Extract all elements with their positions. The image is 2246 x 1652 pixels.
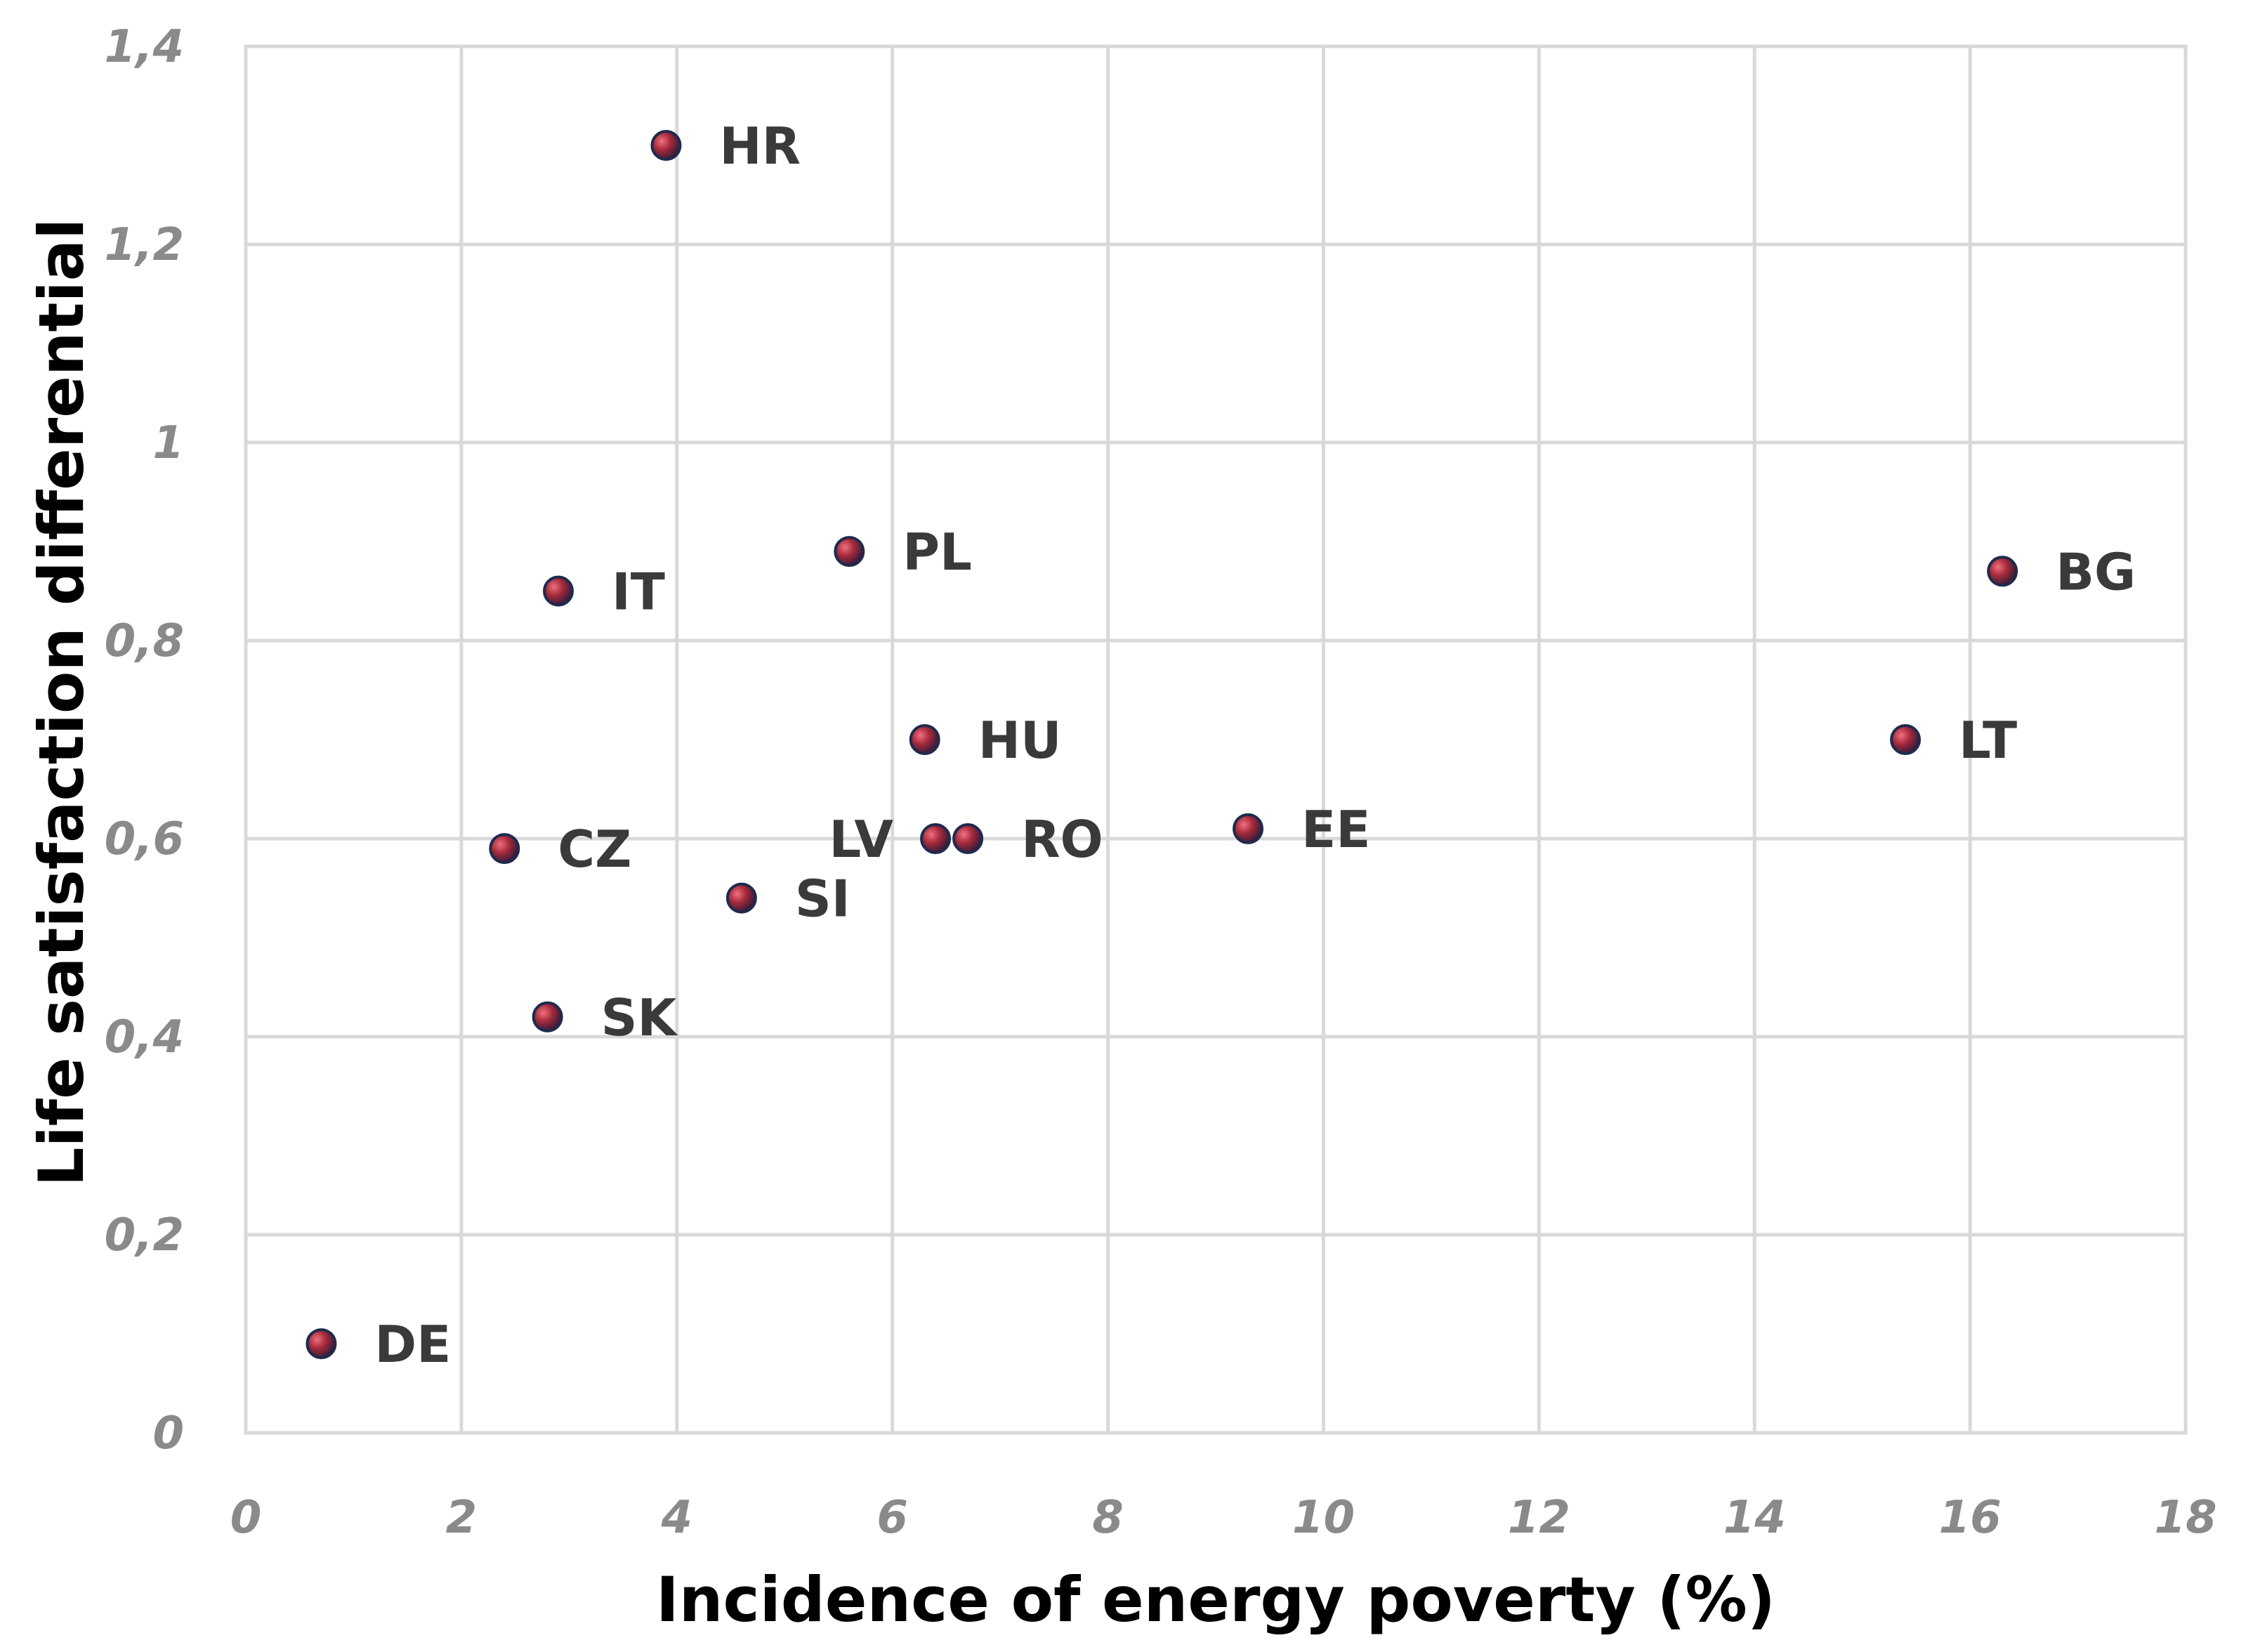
y-tick-label: 1,2: [105, 219, 184, 271]
data-label-hu: HU: [978, 711, 1062, 770]
data-label-lt: LT: [1959, 711, 2017, 770]
data-point-ee: [1233, 813, 1264, 844]
x-axis-ticks: 0 2 4 6 8 10 12 14 16 18: [230, 1492, 2217, 1544]
y-tick-label: 1,4: [105, 21, 184, 73]
x-axis-title: Incidence of energy poverty (%): [656, 1563, 1775, 1636]
y-tick-label: 0,6: [105, 813, 184, 865]
data-point-ro: [952, 823, 984, 854]
data-label-si: SI: [795, 870, 851, 929]
data-point-hu: [909, 724, 940, 755]
data-point-cz: [489, 833, 520, 865]
x-tick-label: 0: [230, 1492, 262, 1544]
plot-frame: [244, 44, 2188, 1435]
data-label-lv: LV: [829, 810, 893, 869]
data-label-ro: RO: [1021, 810, 1103, 869]
data-label-hr: HR: [719, 117, 801, 176]
y-axis-title: Life satisfaction differential: [25, 218, 98, 1187]
y-tick-label: 0,8: [105, 615, 184, 667]
x-tick-label: 18: [2154, 1492, 2217, 1544]
data-points: HR PL IT BG HU LT LV RO EE CZ SI SK DE: [306, 117, 2136, 1374]
y-tick-label: 0,4: [105, 1011, 184, 1063]
data-label-bg: BG: [2056, 542, 2136, 601]
x-tick-label: 8: [1092, 1492, 1124, 1544]
data-point-si: [725, 882, 757, 914]
data-label-ee: EE: [1301, 800, 1370, 859]
data-point-lv: [920, 823, 952, 854]
data-point-hr: [650, 130, 682, 161]
x-tick-label: 4: [661, 1492, 693, 1544]
data-point-sk: [532, 1001, 563, 1032]
y-tick-label: 0,2: [105, 1210, 184, 1261]
x-tick-label: 2: [446, 1492, 478, 1544]
x-tick-label: 10: [1292, 1492, 1355, 1544]
y-tick-label: 0: [152, 1408, 184, 1460]
y-axis-ticks: 0 0,2 0,4 0,6 0,8 1 1,2 1,4: [105, 21, 184, 1460]
data-label-de: DE: [374, 1315, 451, 1374]
y-tick-label: 1: [152, 417, 184, 469]
data-label-cz: CZ: [558, 820, 631, 879]
x-tick-label: 14: [1723, 1492, 1786, 1544]
data-point-pl: [834, 536, 865, 568]
data-point-de: [306, 1328, 337, 1360]
x-tick-label: 6: [876, 1492, 908, 1544]
data-label-pl: PL: [902, 523, 972, 582]
data-label-sk: SK: [601, 988, 678, 1047]
x-tick-label: 12: [1508, 1492, 1570, 1544]
data-point-lt: [1890, 724, 1922, 755]
x-tick-label: 16: [1939, 1492, 2002, 1544]
data-point-bg: [1987, 556, 2018, 587]
data-point-it: [542, 575, 574, 607]
data-label-it: IT: [612, 563, 665, 622]
